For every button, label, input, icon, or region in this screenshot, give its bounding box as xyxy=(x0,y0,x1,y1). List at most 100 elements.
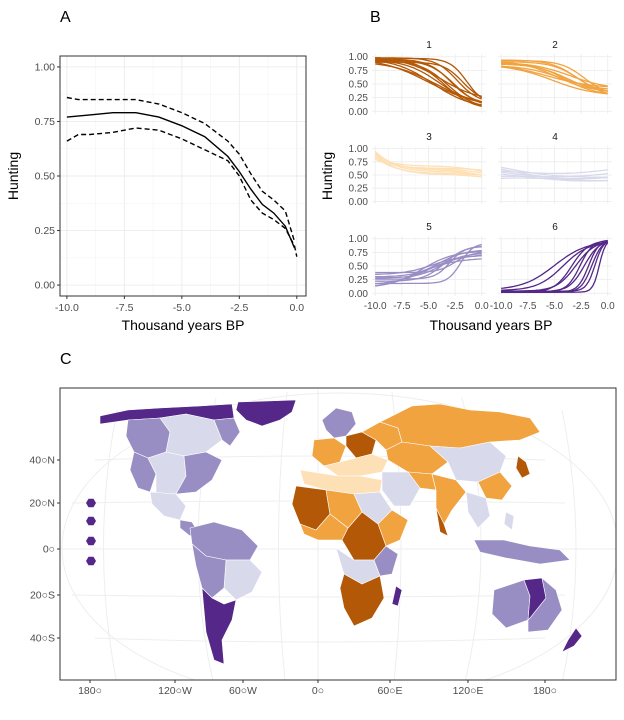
panel-a-y-tick-label: 0.50 xyxy=(35,171,56,183)
panel-a-y-axis-title: Hunting xyxy=(5,152,21,200)
map-lat-label: 20○S xyxy=(30,590,55,602)
panel-b-curve xyxy=(375,61,482,98)
panel-b-x-tick-label: 0.0 xyxy=(475,301,489,312)
map-lat-label: 20○N xyxy=(29,498,55,510)
region-greenland xyxy=(235,399,297,427)
panel-b-curve xyxy=(374,157,482,172)
panel-b-y-tick-label: 1.00 xyxy=(349,234,369,245)
panel-b-curve xyxy=(501,241,608,289)
panel-b-y-tick-label: 1.00 xyxy=(349,144,369,155)
region-australia-east xyxy=(527,577,563,633)
panel-b-y-tick-label: 0.50 xyxy=(349,80,369,91)
panel-b-curve xyxy=(375,58,482,97)
panel-a-x-tick-label: 0.0 xyxy=(289,302,304,314)
map-lat-label: 40○N xyxy=(29,455,55,467)
map-legend-key xyxy=(86,516,96,526)
panel-a-y-tick-label: 0.25 xyxy=(35,225,56,237)
panel-b-facet-title: 3 xyxy=(426,132,432,143)
map-lon-label: 180○ xyxy=(78,685,102,697)
panel-a-grid xyxy=(60,56,306,296)
map-legend xyxy=(86,498,96,566)
map-lon-label: 120○W xyxy=(158,685,192,697)
panel-b-curve xyxy=(501,59,608,92)
panel-a-chart: 0.00 0.25 0.50 0.75 1.00 -10.0 -7.5 -5.0 -2.5 0.… xyxy=(5,55,307,333)
panel-b-x-tick-label: -5.0 xyxy=(546,301,564,312)
panel-b-curve xyxy=(501,61,608,94)
panel-a-y-ticks: 0.00 0.25 0.50 0.75 1.00 xyxy=(35,61,60,292)
map-legend-key xyxy=(86,498,96,508)
panel-b-curve xyxy=(374,153,482,178)
panel-b-curve xyxy=(374,154,482,174)
panel-a-ci-line xyxy=(66,127,298,257)
panel-a-lines xyxy=(66,96,298,257)
panel-b-facet-title: 6 xyxy=(552,222,558,233)
map-lon-label: 0○ xyxy=(312,685,324,697)
region-southern-africa xyxy=(339,573,385,627)
panel-b-y-tick-label: 0.25 xyxy=(349,93,369,104)
panel-b-y-tick-label: 0.50 xyxy=(349,171,369,182)
panel-b-x-tick-label: 0.0 xyxy=(601,301,615,312)
panel-b-curve xyxy=(501,166,608,178)
region-philippines xyxy=(503,511,515,531)
map-longitude-labels: 180○ 120○W 60○W 0○ 60○E 120○E 180○ xyxy=(78,680,557,697)
region-usa-east xyxy=(175,451,223,495)
panel-b-facet-4: 4 xyxy=(498,132,612,204)
region-southeast-asia xyxy=(465,491,491,529)
panel-b-curve xyxy=(501,63,608,92)
region-southern-cone xyxy=(201,587,237,665)
panel-b-x-tick-label: -2.5 xyxy=(572,301,590,312)
map-legend-key xyxy=(86,556,96,566)
panel-b-y-tick-label: 0.75 xyxy=(349,157,369,168)
panel-b-curve xyxy=(501,169,608,175)
panel-b-y-tick-label: 0.75 xyxy=(349,66,369,77)
panel-b-curve xyxy=(375,246,482,280)
region-canada-east xyxy=(213,417,241,447)
map-lat-label: 40○S xyxy=(30,633,55,645)
region-india-south xyxy=(435,507,449,537)
region-new-zealand xyxy=(561,627,583,653)
panel-b-facet-title: 4 xyxy=(552,132,558,143)
map-frame xyxy=(59,387,617,681)
panel-b-y-tick-label: 0.75 xyxy=(349,248,369,259)
region-india xyxy=(431,473,467,525)
region-east-china xyxy=(477,471,513,501)
panel-b-x-tick-label: -10.0 xyxy=(490,301,513,312)
region-madagascar xyxy=(391,585,403,607)
panel-a-y-tick-label: 0.75 xyxy=(35,116,56,128)
panel-a-y-tick-label: 1.00 xyxy=(35,61,56,73)
panel-a-y-tick-label: 0.00 xyxy=(35,280,56,292)
panel-b-curve xyxy=(375,57,483,99)
panel-b-curve xyxy=(375,243,482,285)
panel-b-y-tick-label: 0.25 xyxy=(349,184,369,195)
panel-a-x-ticks: -10.0 -7.5 -5.0 -2.5 0.0 xyxy=(55,296,304,314)
panel-b-y-tick-label: 0.00 xyxy=(349,289,369,300)
panel-b-curve xyxy=(501,242,608,291)
panel-b-curve xyxy=(375,253,482,279)
panel-b-curve xyxy=(501,176,608,180)
region-japan xyxy=(515,455,531,479)
panel-b-chart: 10.000.250.500.751.00230.000.250.500.751… xyxy=(319,40,615,333)
panel-a-x-tick-label: -5.0 xyxy=(173,302,191,314)
panel-a-x-axis-title: Thousand years BP xyxy=(122,317,245,333)
panel-b-x-tick-label: -7.5 xyxy=(393,301,411,312)
region-andes xyxy=(191,543,227,599)
panel-b-y-tick-label: 0.25 xyxy=(349,275,369,286)
panel-b-y-axis-title: Hunting xyxy=(319,152,335,200)
panel-b-curve xyxy=(501,65,608,88)
panel-c-label: C xyxy=(60,351,72,368)
panel-a-label: A xyxy=(60,9,71,26)
panel-b-facet-1: 1 0.00 0.25 0.50 0.75 1.00 xyxy=(349,40,486,118)
map-lon-label: 180○ xyxy=(533,685,557,697)
panel-b-curve xyxy=(501,241,609,293)
panel-b-facet-title: 2 xyxy=(552,40,558,51)
panel-a-ci-line xyxy=(66,96,296,242)
map-lat-label: 0○ xyxy=(43,544,55,556)
panel-b-curve xyxy=(501,66,608,95)
map-legend-key xyxy=(86,536,96,546)
panel-a-x-tick-label: -2.5 xyxy=(230,302,248,314)
panel-b-y-tick-label: 0.00 xyxy=(349,197,369,208)
map-latitude-labels: 40○N 20○N 0○ 20○S 40○S xyxy=(29,455,60,645)
panel-b-facet-title: 5 xyxy=(426,222,432,233)
panel-b-curve xyxy=(501,241,608,292)
